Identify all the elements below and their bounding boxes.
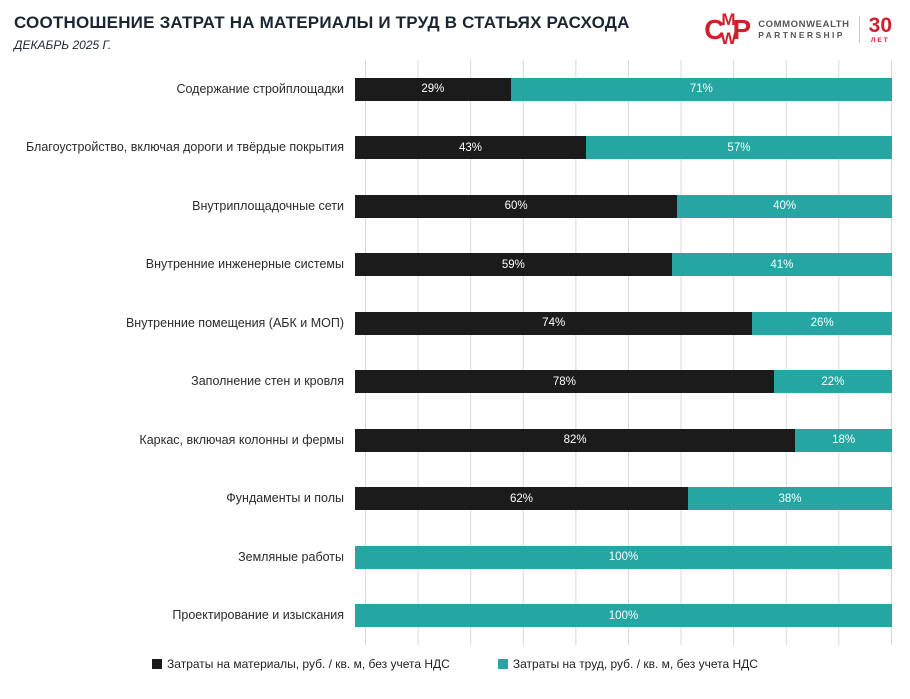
bar-value-label: 57% xyxy=(727,141,751,154)
bar-track: 82% 18% xyxy=(355,428,892,452)
category-label: Внутренние помещения (АБК и МОП) xyxy=(125,315,344,330)
bar-segment-materials: 62% xyxy=(355,487,688,511)
anniversary-label: ЛЕТ xyxy=(870,37,890,44)
anniversary-number: 30 xyxy=(868,14,892,37)
header: СООТНОШЕНИЕ ЗАТРАТ НА МАТЕРИАЛЫ И ТРУД В… xyxy=(0,0,910,60)
bar-value-label: 60% xyxy=(504,200,528,213)
legend-label-materials: Затраты на материалы, руб. / кв. м, без … xyxy=(167,657,450,671)
category-label: Фундаменты и полы xyxy=(226,491,344,506)
bar-value-label: 22% xyxy=(821,375,845,388)
chart-row: Земляные работы 100% xyxy=(0,528,910,587)
bar-segment-labor: 57% xyxy=(585,136,892,160)
bar-value-label: 41% xyxy=(770,258,794,271)
chart-row: Фундаменты и полы 62% 38% xyxy=(0,470,910,529)
page-subtitle: ДЕКАБРЬ 2025 Г. xyxy=(14,37,112,52)
legend-label-labor: Затраты на труд, руб. / кв. м, без учета… xyxy=(512,657,758,671)
bar-value-label: 100% xyxy=(608,551,639,564)
monogram-letter-p: P xyxy=(732,13,752,45)
logo-divider xyxy=(858,16,860,43)
monogram-letter-c: C xyxy=(704,13,725,45)
cwp-monogram-icon: C M W P xyxy=(704,10,752,47)
bar-track: 43% 57% xyxy=(355,136,892,160)
company-name-line1: COMMONWEALTH xyxy=(758,18,850,30)
bar-segment-materials: 82% xyxy=(355,428,796,452)
chart-row: Заполнение стен и кровля 78% 22% xyxy=(0,353,910,412)
bar-segment-labor: 18% xyxy=(795,428,892,452)
bar-segment-labor: 100% xyxy=(355,545,892,569)
category-label: Внутренние инженерные системы xyxy=(145,257,344,272)
bar-segment-labor: 22% xyxy=(773,370,892,394)
bar-track: 74% 26% xyxy=(355,311,892,335)
category-label: Благоустройство, включая дороги и твёрды… xyxy=(25,140,344,155)
bar-value-label: 59% xyxy=(501,258,525,271)
bar-segment-materials: 43% xyxy=(355,136,586,160)
page-title: СООТНОШЕНИЕ ЗАТРАТ НА МАТЕРИАЛЫ И ТРУД В… xyxy=(14,13,630,32)
chart-row: Каркас, включая колонны и фермы 82% 18% xyxy=(0,411,910,470)
bar-value-label: 100% xyxy=(608,609,639,622)
category-label: Земляные работы xyxy=(238,549,344,564)
category-label: Каркас, включая колонны и фермы xyxy=(139,432,344,447)
bar-track: 100% xyxy=(355,604,892,628)
bar-segment-labor: 71% xyxy=(510,77,892,101)
bar-value-label: 74% xyxy=(542,317,566,330)
bar-value-label: 62% xyxy=(509,492,533,505)
chart-row: Внутренние помещения (АБК и МОП) 74% 26% xyxy=(0,294,910,353)
bar-value-label: 71% xyxy=(689,83,713,96)
bar-track: 100% xyxy=(355,545,892,569)
category-label: Содержание стройплощадки xyxy=(176,81,344,96)
stacked-bar-chart: Содержание стройплощадки 29% 71% Благоустро… xyxy=(0,60,910,645)
bar-value-label: 18% xyxy=(832,434,856,447)
bar-segment-labor: 40% xyxy=(677,194,892,218)
bar-value-label: 43% xyxy=(458,141,482,154)
bar-track: 62% 38% xyxy=(355,487,892,511)
bar-track: 29% 71% xyxy=(355,77,892,101)
chart-row: Благоустройство, включая дороги и твёрды… xyxy=(0,119,910,178)
chart-row: Содержание стройплощадки 29% 71% xyxy=(0,60,910,119)
bar-value-label: 78% xyxy=(552,375,576,388)
bar-track: 60% 40% xyxy=(355,194,892,218)
legend-item-labor: Затраты на труд, руб. / кв. м, без учета… xyxy=(497,657,758,671)
chart-row: Внутренние инженерные системы 59% 41% xyxy=(0,236,910,295)
bar-segment-materials: 74% xyxy=(355,311,753,335)
bar-segment-materials: 59% xyxy=(355,253,672,277)
bar-value-label: 29% xyxy=(421,83,445,96)
monogram-letter-w: W xyxy=(720,28,737,48)
bar-segment-labor: 100% xyxy=(355,604,892,628)
bar-segment-materials: 29% xyxy=(355,77,511,101)
bar-segment-labor: 41% xyxy=(671,253,892,277)
bar-segment-labor: 38% xyxy=(687,487,892,511)
title-block: СООТНОШЕНИЕ ЗАТРАТ НА МАТЕРИАЛЫ И ТРУД В… xyxy=(14,13,630,52)
bar-segment-materials: 60% xyxy=(355,194,678,218)
anniversary-badge: 30 ЛЕТ xyxy=(869,15,892,44)
bar-segment-materials: 78% xyxy=(355,370,774,394)
category-label: Проектирование и изыскания xyxy=(172,608,344,623)
category-label: Заполнение стен и кровля xyxy=(191,374,344,389)
legend-swatch-materials xyxy=(152,659,163,669)
bar-value-label: 40% xyxy=(773,200,797,213)
company-name: COMMONWEALTH PARTNERSHIP xyxy=(758,19,849,41)
chart-rows: Содержание стройплощадки 29% 71% Благоустро… xyxy=(0,60,910,645)
company-logo: C M W P COMMONWEALTH PARTNERSHIP 30 ЛЕТ xyxy=(704,10,892,47)
monogram-letter-m: M xyxy=(721,10,736,30)
monogram-mw-stack: M W xyxy=(720,10,736,47)
company-name-line2: PARTNERSHIP xyxy=(758,30,845,41)
bar-value-label: 38% xyxy=(778,492,802,505)
legend-swatch-labor xyxy=(497,659,508,669)
bar-track: 59% 41% xyxy=(355,253,892,277)
chart-row: Внутриплощадочные сети 60% 40% xyxy=(0,177,910,236)
bar-track: 78% 22% xyxy=(355,370,892,394)
legend-item-materials: Затраты на материалы, руб. / кв. м, без … xyxy=(152,657,450,671)
bar-segment-labor: 26% xyxy=(752,311,892,335)
bar-value-label: 82% xyxy=(563,434,587,447)
chart-legend: Затраты на материалы, руб. / кв. м, без … xyxy=(0,657,910,671)
chart-row: Проектирование и изыскания 100% xyxy=(0,587,910,646)
category-label: Внутриплощадочные сети xyxy=(192,198,344,213)
bar-value-label: 26% xyxy=(810,317,834,330)
